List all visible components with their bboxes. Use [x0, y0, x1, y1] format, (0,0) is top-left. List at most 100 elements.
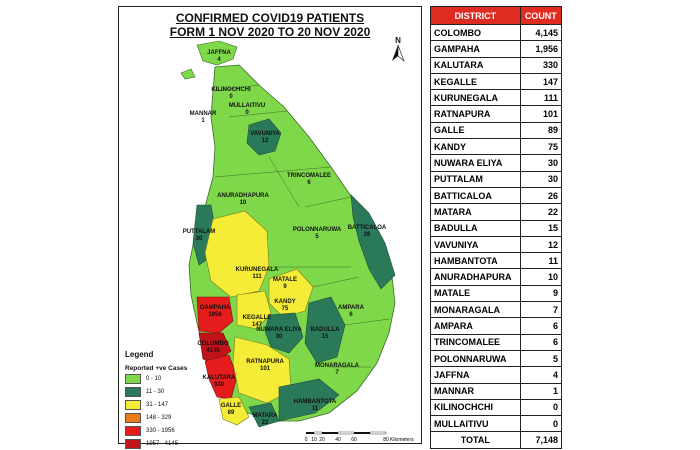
legend-swatch [125, 413, 141, 423]
map-district-value: 4 [217, 57, 221, 63]
table-row: GALLE 89 [430, 121, 563, 140]
district-cell: VAVUNIYA [430, 235, 521, 254]
district-kurunegala [204, 210, 270, 298]
district-cell: BATTICALOA [430, 186, 521, 205]
table-row: KURUNEGALA 111 [430, 89, 563, 107]
district-cell: BADULLA [430, 219, 521, 237]
legend-label: 330 - 1956 [146, 428, 175, 434]
table-row: MULLAITIVU 0 [430, 415, 563, 433]
table-row: PUTTALAM 30 [430, 170, 563, 188]
legend-swatch [125, 439, 141, 449]
count-cell: 10 [519, 268, 563, 286]
legend-label: 11 - 30 [146, 389, 165, 395]
table-row: MANNAR 1 [430, 382, 563, 400]
map-district-name: KALUTARA [203, 375, 237, 381]
district-cell: MATALE [430, 284, 521, 303]
legend-label: 148 - 329 [146, 415, 172, 421]
district-cell: PUTTALAM [430, 170, 521, 188]
district-hambantota [278, 378, 340, 422]
map-district-name: KURUNEGALA [236, 267, 279, 273]
map-district-name: MATARA [252, 413, 278, 419]
map-district-value: 9 [283, 284, 287, 290]
map-district-value: 30 [196, 236, 203, 242]
count-cell: 147 [519, 72, 563, 91]
map-district-value: 7 [335, 370, 339, 376]
district-vavuniya [246, 118, 282, 156]
map-district-name: VAVUNIYA [250, 131, 280, 137]
map-district-value: 0 [245, 110, 249, 116]
district-cell: JAFFNA [430, 366, 521, 384]
district-cell: KEGALLE [430, 72, 521, 91]
count-cell: 330 [519, 56, 563, 74]
district-cell: KILINOCHCHI [430, 398, 521, 417]
legend-item: 1957 - 4145 [125, 438, 235, 450]
scale-tick-label: 40 [335, 437, 341, 443]
map-district-name: HAMBANTOTA [294, 399, 337, 405]
district-cell: KALUTARA [430, 56, 521, 74]
table-row: MATARA 22 [430, 203, 563, 221]
district-cell: KURUNEGALA [430, 89, 521, 107]
map-district-name: PUTTALAM [183, 229, 216, 235]
map-district-name: TRINCOMALEE [287, 173, 331, 179]
table-row: KEGALLE 147 [430, 72, 563, 91]
map-district-value: 22 [262, 420, 269, 426]
district-gampaha [196, 296, 234, 334]
district-kandy [268, 268, 314, 318]
map-district-name: GAMPAHA [200, 305, 231, 311]
map-district-value: 111 [252, 274, 262, 280]
map-district-value: 5 [315, 234, 319, 240]
legend-subtitle: Reported +ve Cases [125, 365, 188, 372]
legend-item: 11 - 30 [125, 386, 235, 398]
count-cell: 4,145 [519, 23, 563, 42]
header-count: COUNT [519, 6, 563, 25]
count-cell: 101 [519, 105, 563, 123]
scale-bar: 0 10 20 40 60 80 Kilometers [305, 431, 414, 443]
map-district-name: ANURADHAPURA [217, 193, 269, 199]
north-arrow-icon: N [387, 35, 409, 63]
district-cell: TRINCOMALEE [430, 333, 521, 351]
legend-label: 31 - 147 [146, 402, 169, 408]
map-district-value: 0 [229, 94, 233, 100]
legend-item: 31 - 147 [125, 399, 235, 411]
map-district-name: COLOMBO [197, 341, 229, 347]
table-row: AMPARA 6 [430, 317, 563, 335]
count-cell: 9 [519, 284, 563, 303]
district-cell: POLONNARUWA [430, 349, 521, 368]
case-count-table: DISTRICT COUNT COLOMBO 4,145 GAMPAHA 1,956 K… [430, 6, 563, 449]
legend-item: 0 - 10 [125, 373, 235, 385]
map-district-value: 6 [349, 312, 353, 318]
map-district-name: RATNAPURA [246, 359, 284, 365]
map-district-name: MANNAR [190, 111, 217, 117]
map-labels: JAFFNA4KILINOCHCHI0MULLAITIVU0MANNAR1VAV… [183, 50, 387, 426]
map-district-name: MATALE [273, 277, 297, 283]
district-batticaloa [350, 194, 396, 290]
table-row: GAMPAHA 1,956 [430, 40, 563, 58]
count-cell: 1 [519, 382, 563, 400]
table-row: BATTICALOA 26 [430, 186, 563, 205]
district-cell: ANURADHAPURA [430, 268, 521, 286]
count-cell: 89 [519, 121, 563, 140]
map-district-name: GALLE [221, 403, 241, 409]
count-cell: 0 [519, 415, 563, 433]
scale-tick-label: 0 [305, 437, 308, 443]
count-cell: 4 [519, 366, 563, 384]
district-cell: KANDY [430, 138, 521, 156]
district-jaffna [196, 40, 238, 66]
legend-label: 0 - 10 [146, 376, 162, 382]
map-district-name: JAFFNA [207, 50, 231, 56]
count-cell: 7 [519, 301, 563, 319]
district-kegalle [236, 290, 272, 330]
district-badulla [304, 296, 346, 364]
count-cell: 30 [519, 154, 563, 172]
map-district-value: 15 [322, 334, 329, 340]
map-district-value: 26 [364, 232, 371, 238]
legend-title: Legend [125, 350, 154, 359]
count-cell: 111 [519, 89, 563, 107]
district-cell: HAMBANTOTA [430, 252, 521, 270]
map-district-name: BATTICALOA [348, 225, 387, 231]
district-cell: COLOMBO [430, 23, 521, 42]
district-borders [214, 84, 390, 368]
scale-tick-label: 20 [319, 437, 325, 443]
legend-item: 148 - 329 [125, 412, 235, 424]
table-row: ANURADHAPURA 10 [430, 268, 563, 286]
